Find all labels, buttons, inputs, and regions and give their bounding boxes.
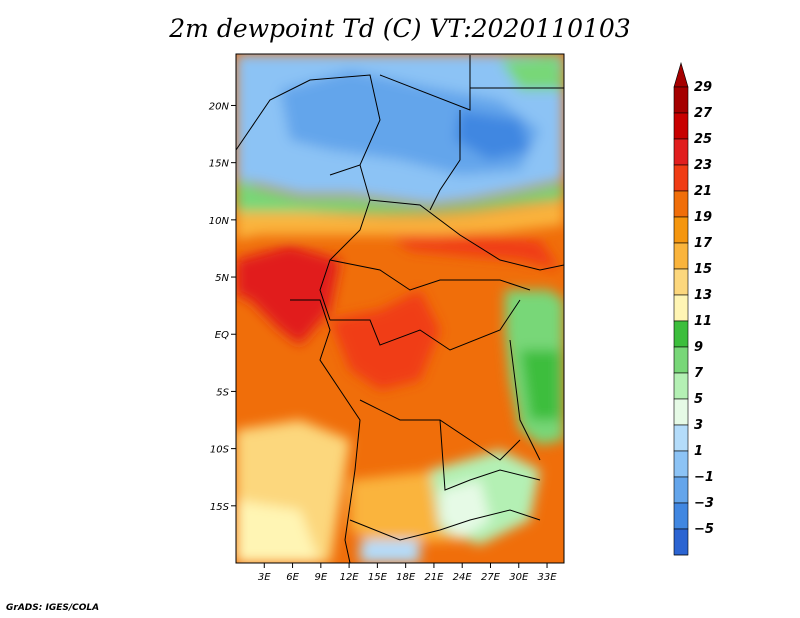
colorbar-segment <box>673 346 689 374</box>
plot-frame <box>235 53 565 564</box>
colorbar-segment <box>673 320 689 348</box>
field-dry-deep <box>455 110 530 160</box>
colorbar-segment <box>673 502 689 530</box>
border-line <box>429 110 461 211</box>
colorbar-label: −3 <box>694 496 714 511</box>
field-coast-humid <box>236 245 340 345</box>
lon-tick-label: 27E <box>481 572 501 583</box>
colorbar: 29 27 25 23 21 19 17 15 13 11 9 7 5 3 1 −1 −3 −5 <box>673 61 714 556</box>
colorbar-segment <box>673 112 689 140</box>
colorbar-label: 11 <box>694 314 712 329</box>
lon-tick-label: 12E <box>340 572 360 583</box>
colorbar-label: 25 <box>694 132 712 147</box>
country-borders <box>236 55 564 563</box>
lon-tick-label: 3E <box>258 572 271 583</box>
lon-tick-label: 33E <box>538 572 558 583</box>
colorbar-segment <box>673 242 689 270</box>
colorbar-label: 23 <box>694 158 712 173</box>
colorbar-segment <box>673 190 689 218</box>
lat-tick-label: 20N <box>209 101 230 112</box>
colorbar-label: 9 <box>694 340 703 355</box>
colorbar-label: 1 <box>694 444 703 459</box>
colorbar-label: 27 <box>694 106 713 121</box>
colorbar-top-arrow <box>673 61 689 88</box>
colorbar-label: 29 <box>694 80 712 95</box>
colorbar-label: 13 <box>694 288 712 303</box>
lat-tick-label: 5S <box>216 387 229 398</box>
colorbar-label: 5 <box>694 392 703 407</box>
colorbar-segment <box>673 372 689 400</box>
lon-tick-label: 21E <box>424 572 444 583</box>
lat-tick-label: 15N <box>209 159 230 170</box>
field-northeast-green <box>500 55 564 90</box>
colorbar-label: 3 <box>694 418 703 433</box>
lon-tick-label: 18E <box>396 572 416 583</box>
field-transition <box>236 202 564 240</box>
lon-axis: 3E 6E 9E 12E 15E 18E 21E 24E 27E 30E 33E <box>258 563 557 583</box>
colorbar-label: 15 <box>694 262 712 277</box>
colorbar-segment <box>673 450 689 478</box>
field-congo-humid <box>330 290 440 390</box>
lon-tick-label: 24E <box>453 572 473 583</box>
field-zambia-light <box>440 480 490 540</box>
rift-lakes <box>509 339 541 461</box>
colorbar-segment <box>673 528 689 556</box>
field-southwest-dry <box>236 500 320 563</box>
colorbar-segment <box>673 424 689 452</box>
lat-tick-label: 5N <box>215 273 229 284</box>
colorbar-label: −5 <box>694 522 714 537</box>
colorbar-label: −1 <box>694 470 714 485</box>
border-line <box>379 55 471 111</box>
colorbar-segment <box>673 476 689 504</box>
lon-tick-label: 15E <box>368 572 388 583</box>
colorbar-segment <box>673 216 689 244</box>
colorbar-segment <box>673 138 689 166</box>
border-line <box>369 199 564 271</box>
colorbar-label: 21 <box>694 184 712 199</box>
border-line <box>330 299 521 351</box>
field-nile-humid <box>390 235 560 270</box>
lon-tick-label: 6E <box>286 572 299 583</box>
colorbar-segment <box>673 398 689 426</box>
lon-tick-label: 30E <box>509 572 529 583</box>
grads-credit: GrADS: IGES/COLA <box>6 603 100 613</box>
field-sahel-green <box>236 180 564 215</box>
border-line <box>329 259 531 291</box>
lat-tick-label: 10N <box>209 216 230 227</box>
field-east-moist <box>520 350 560 420</box>
colorbar-label: 7 <box>694 366 704 381</box>
colorbar-label: 17 <box>694 236 713 251</box>
border-line <box>439 419 541 491</box>
map-title: 2m dewpoint Td (C) VT:2020110103 <box>169 14 631 43</box>
colorbar-segment <box>673 86 689 114</box>
coastline <box>290 299 361 563</box>
border-line <box>359 399 521 461</box>
field-southern-dry <box>360 540 420 563</box>
border-line <box>319 164 371 321</box>
colorbar-segment <box>673 164 689 192</box>
lat-tick-label: EQ <box>215 330 229 341</box>
lat-tick-label: 10S <box>210 445 230 456</box>
lat-axis: 20N 15N 10N 5N EQ 5S 10S 15S <box>209 101 236 513</box>
lat-tick-label: 15S <box>210 502 230 513</box>
colorbar-segment <box>673 268 689 296</box>
border-line <box>349 509 541 541</box>
lon-tick-label: 9E <box>314 572 327 583</box>
dewpoint-field <box>236 54 564 563</box>
colorbar-label: 19 <box>694 210 712 225</box>
colorbar-segment <box>673 294 689 322</box>
